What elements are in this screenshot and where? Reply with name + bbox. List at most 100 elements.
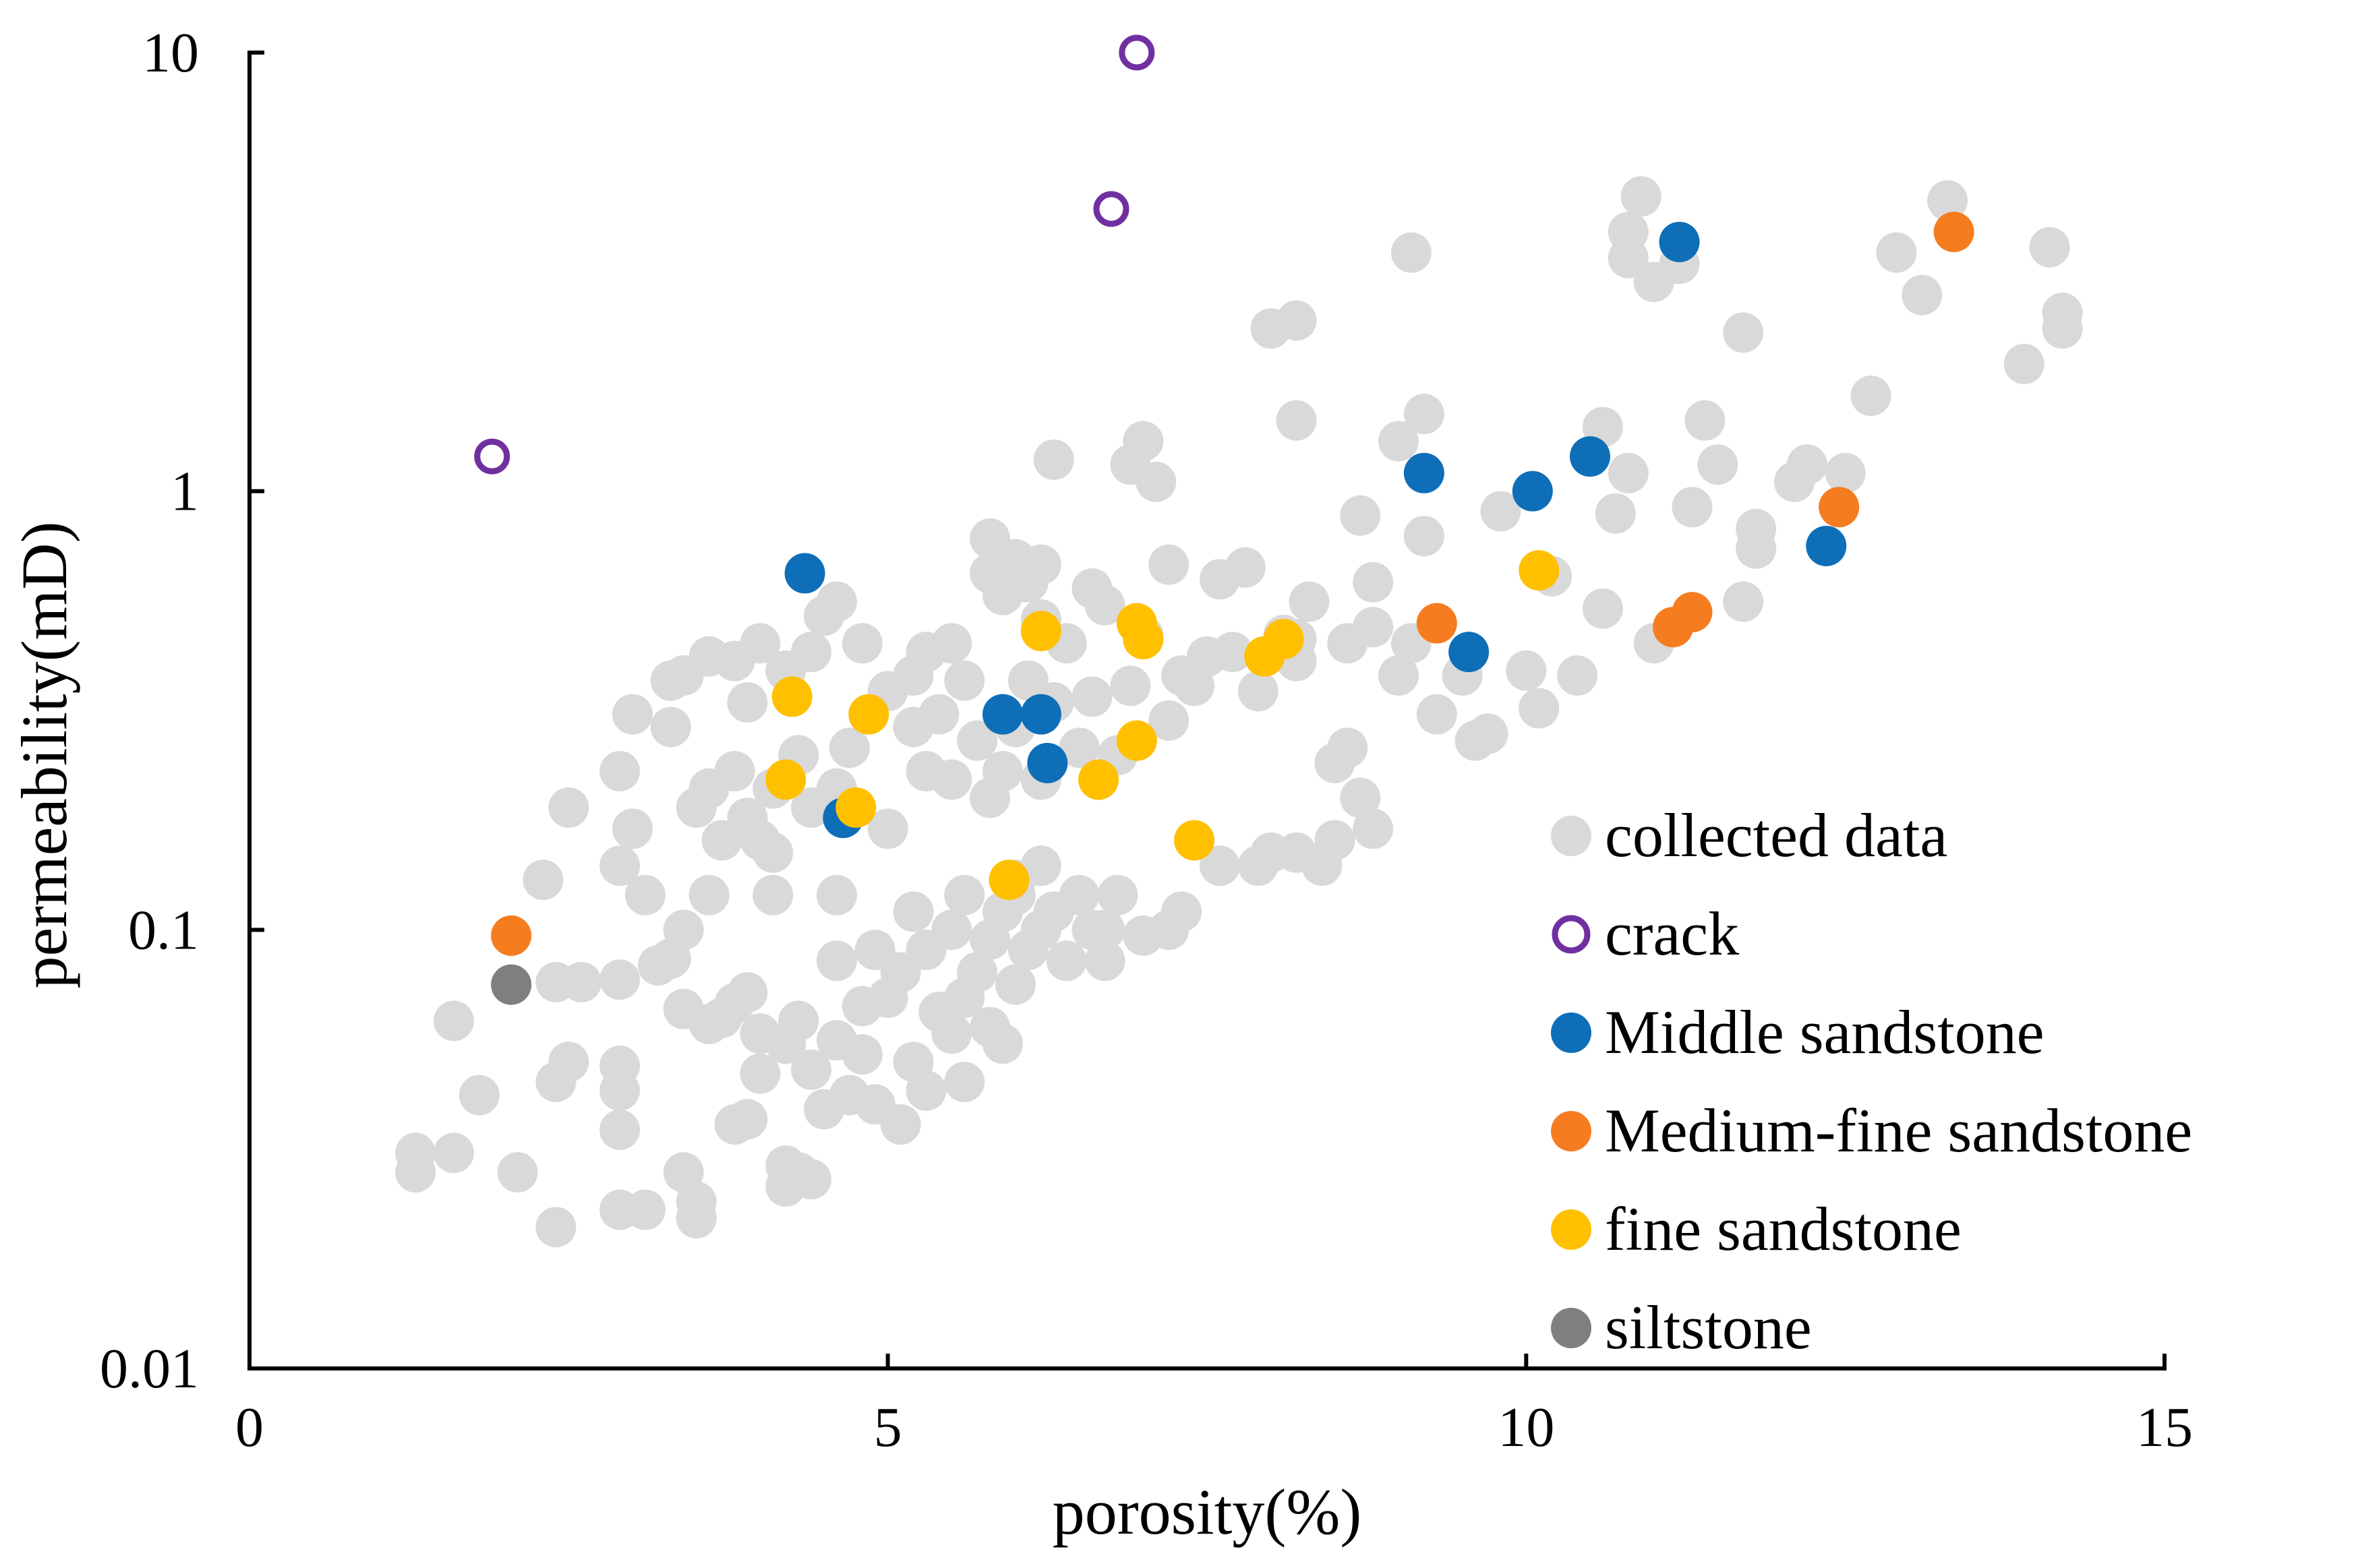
collected-data-point xyxy=(1084,909,1125,951)
collected-data-point xyxy=(931,759,972,800)
collected-data-point xyxy=(753,874,794,915)
legend-marker-crack xyxy=(1552,915,1591,954)
crack-point xyxy=(1119,34,1155,71)
collected-data-point xyxy=(1403,516,1444,557)
collected-data-point xyxy=(1506,650,1547,691)
collected-data-point xyxy=(599,750,641,791)
collected-data-point xyxy=(599,845,641,886)
collected-data-point xyxy=(1480,491,1521,532)
collected-data-point xyxy=(1723,581,1764,622)
collected-data-point xyxy=(1378,421,1419,462)
collected-data-point xyxy=(599,959,641,1000)
collected-data-point xyxy=(676,1181,717,1222)
collected-data-point xyxy=(1353,808,1394,849)
fine-sandstone-point xyxy=(848,694,889,735)
crack-point xyxy=(474,438,510,475)
middle-sandstone-point xyxy=(1806,525,1847,566)
x-tick-label: 15 xyxy=(2136,1396,2193,1459)
collected-data-point xyxy=(1684,400,1726,441)
collected-data-point xyxy=(1136,461,1177,502)
collected-data-point xyxy=(1033,439,1074,480)
medium-fine-sandstone-point xyxy=(491,915,532,956)
collected-data-point xyxy=(714,750,755,791)
x-tick-label: 5 xyxy=(874,1396,902,1459)
collected-data-point xyxy=(957,952,998,993)
medium-fine-sandstone-point xyxy=(1819,487,1860,528)
fine-sandstone-point xyxy=(1174,820,1215,861)
collected-data-point xyxy=(535,1207,577,1248)
legend-label-crack: crack xyxy=(1605,899,1739,968)
collected-data-point xyxy=(1327,727,1368,768)
collected-data-point xyxy=(1353,562,1394,603)
medium-fine-sandstone-point xyxy=(1672,592,1713,633)
collected-data-point xyxy=(1148,544,1189,585)
collected-data-point xyxy=(740,820,781,861)
collected-data-point xyxy=(1020,544,1061,585)
middle-sandstone-point xyxy=(1448,632,1490,673)
collected-data-point xyxy=(1672,487,1713,528)
collected-data-point xyxy=(1161,891,1202,932)
collected-data-point xyxy=(1927,180,1968,221)
middle-sandstone-point xyxy=(1027,742,1068,783)
collected-data-point xyxy=(1582,588,1623,629)
collected-data-point xyxy=(1327,623,1368,664)
collected-data-point xyxy=(561,961,602,1002)
collected-data-point xyxy=(842,1034,883,1075)
collected-data-point xyxy=(727,1099,768,1140)
medium-fine-sandstone-point xyxy=(1416,603,1457,644)
collected-data-point xyxy=(1340,777,1381,818)
collected-data-point xyxy=(1608,452,1649,493)
collected-data-point xyxy=(944,1061,985,1102)
collected-data-point xyxy=(1314,820,1355,861)
collected-data-point xyxy=(1097,874,1138,915)
fine-sandstone-point xyxy=(989,860,1030,901)
collected-data-point xyxy=(2003,343,2044,384)
legend-marker-medium-fine-sandstone xyxy=(1551,1111,1591,1151)
middle-sandstone-point xyxy=(1403,452,1444,493)
axis-ticks: 0 5 10 15 0.01 0.1 1 10 xyxy=(100,22,2193,1459)
collected-data-point xyxy=(1225,547,1266,588)
collected-data-point xyxy=(1416,694,1457,735)
collected-data-point xyxy=(650,706,691,748)
middle-sandstone-point xyxy=(1020,694,1061,735)
legend-label-fine-sandstone: fine sandstone xyxy=(1605,1195,1962,1263)
middle-sandstone-point xyxy=(1570,436,1610,477)
x-axis-title: porosity(%) xyxy=(1053,1476,1362,1548)
middle-sandstone-point xyxy=(1659,221,1700,262)
fine-sandstone-point xyxy=(771,676,813,717)
collected-data-point xyxy=(433,1000,474,1042)
collected-data-point xyxy=(791,632,832,673)
collected-data-point xyxy=(1289,581,1330,622)
collected-data-point xyxy=(1786,444,1827,485)
collected-data-point xyxy=(1199,845,1240,886)
collected-data-point xyxy=(1467,713,1508,754)
collected-data-point xyxy=(778,1000,819,1042)
collected-data-point xyxy=(944,660,985,701)
legend-label-medium-fine-sandstone: Medium-fine sandstone xyxy=(1605,1096,2192,1165)
collected-data-point xyxy=(944,874,985,915)
collected-data-point xyxy=(1340,495,1381,536)
collected-data-point xyxy=(1620,176,1661,217)
middle-sandstone-point xyxy=(784,553,825,594)
collected-data-point xyxy=(1595,493,1636,534)
collected-data-point xyxy=(1059,727,1100,768)
collected-data-point xyxy=(816,581,857,622)
collected-data-point xyxy=(893,891,934,932)
medium-fine-sandstone-point xyxy=(1933,212,1974,253)
collected-data-point xyxy=(918,694,960,735)
fine-sandstone-point xyxy=(1519,550,1560,591)
collected-data-point xyxy=(1697,444,1738,485)
collected-data-point xyxy=(688,874,730,915)
collected-data-point xyxy=(663,909,704,951)
fine-sandstone-point xyxy=(1123,619,1164,660)
fine-sandstone-point xyxy=(1116,720,1157,761)
collected-data-point xyxy=(1902,274,1943,315)
collected-data-point xyxy=(395,1152,436,1193)
middle-sandstone-point xyxy=(982,694,1024,735)
siltstone-point xyxy=(491,964,532,1005)
fine-sandstone-point xyxy=(835,787,877,828)
collected-data-point xyxy=(931,1013,972,1054)
collected-data-point xyxy=(1110,665,1151,706)
